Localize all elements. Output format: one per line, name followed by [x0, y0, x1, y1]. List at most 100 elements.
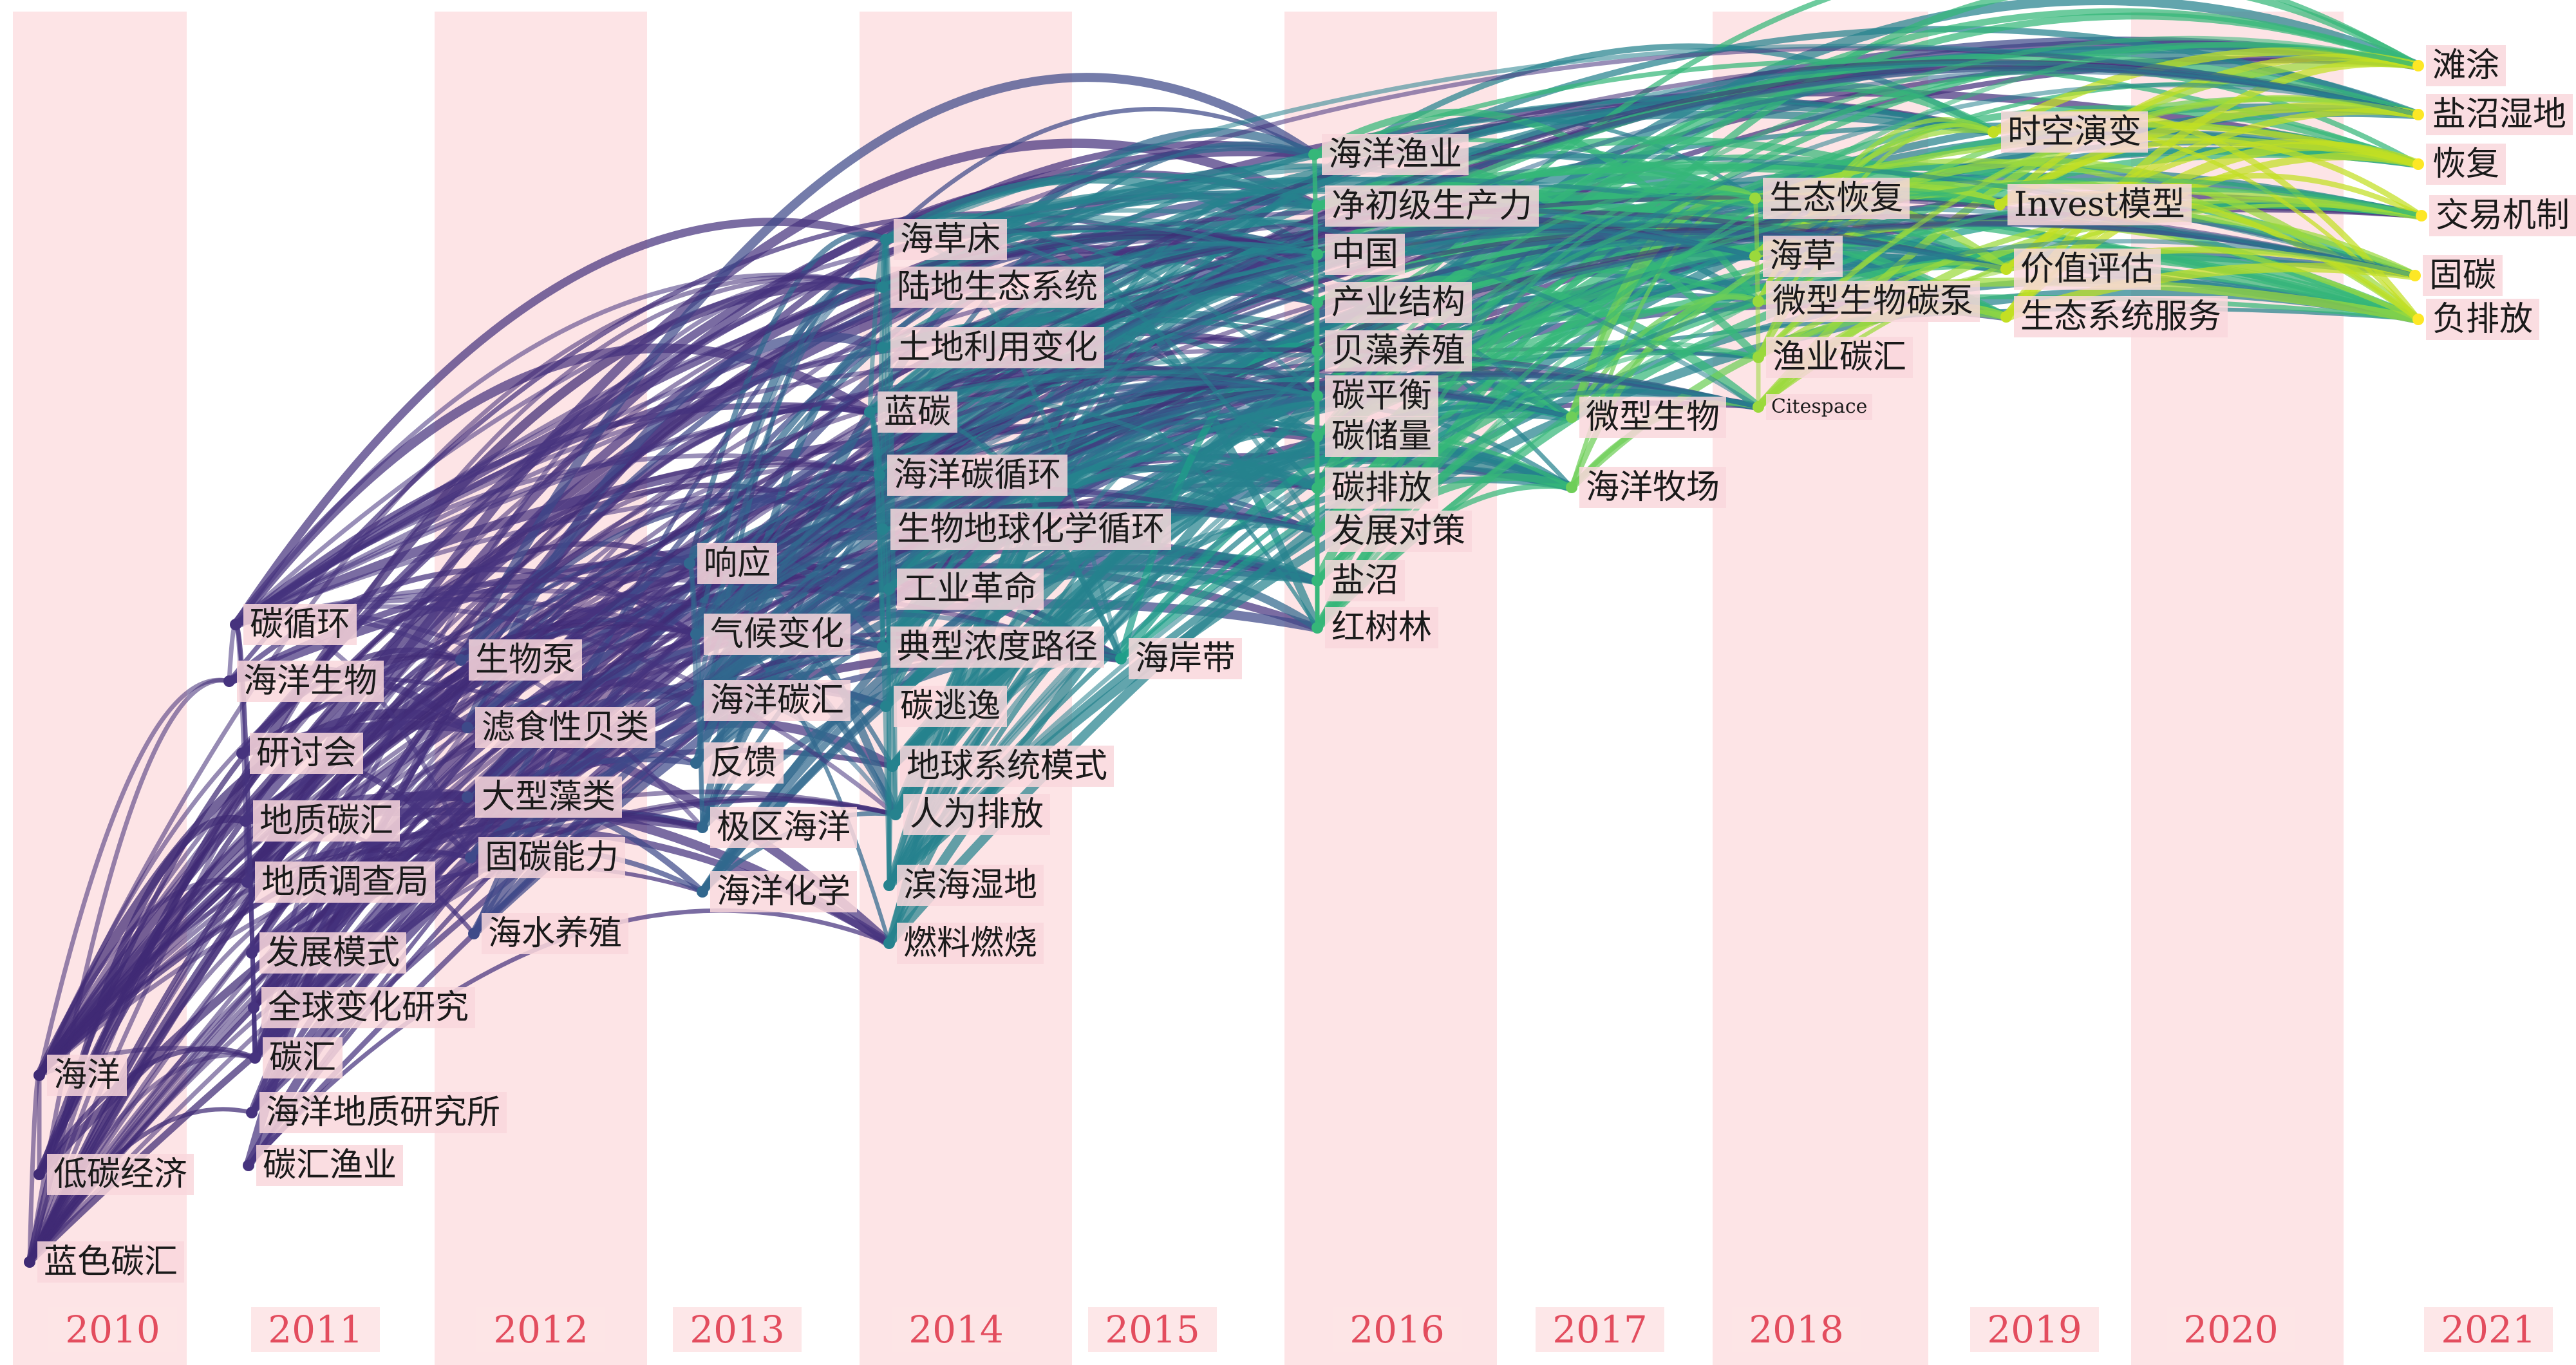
- keyword-node: [249, 1052, 261, 1064]
- year-label-2012: 2012: [476, 1307, 605, 1352]
- keyword-label: 反馈: [704, 742, 784, 784]
- link-490: [1315, 42, 2419, 630]
- keyword-node: [2409, 270, 2421, 281]
- year-label-2016: 2016: [1333, 1307, 1462, 1352]
- keyword-label: 固碳: [2423, 255, 2503, 296]
- keyword-label: 碳平衡: [1325, 375, 1439, 417]
- keyword-label: 人为排放: [903, 794, 1051, 835]
- link-444: [885, 43, 2419, 242]
- keyword-label: 大型藻类: [475, 777, 623, 818]
- link-418: [693, 283, 883, 701]
- keyword-node: [33, 1069, 45, 1081]
- keyword-label: 渔业碳汇: [1766, 337, 1913, 378]
- keyword-label: 微型生物: [1579, 397, 1727, 438]
- keyword-label: 典型浓度路径: [890, 626, 1105, 668]
- keyword-node: [2000, 311, 2012, 323]
- keyword-node: [883, 937, 895, 949]
- keyword-node: [874, 469, 885, 481]
- keyword-node: [890, 809, 901, 820]
- keyword-node: [880, 234, 892, 245]
- link-345: [27, 462, 880, 1263]
- link-473: [887, 239, 2416, 887]
- keyword-node: [1115, 653, 1127, 664]
- keyword-label: 海岸带: [1129, 638, 1243, 679]
- keyword-node: [455, 654, 467, 666]
- keyword-node: [697, 822, 708, 833]
- keyword-label: 海洋碳汇: [704, 680, 851, 721]
- keyword-node: [468, 928, 480, 939]
- keyword-node: [240, 815, 251, 827]
- keyword-label: 中国: [1325, 234, 1406, 275]
- keyword-node: [1312, 525, 1323, 537]
- keyword-label: 时空演变: [2001, 111, 2148, 153]
- keyword-label: 海草床: [894, 219, 1008, 260]
- link-337: [27, 678, 230, 1263]
- keyword-label: 滤食性贝类: [475, 707, 656, 748]
- link-254: [1313, 105, 2422, 492]
- year-label-2014: 2014: [892, 1307, 1020, 1352]
- keyword-label: 碳排放: [1325, 467, 1439, 509]
- keyword-label: Citespace: [1766, 394, 1873, 420]
- keyword-label: 交易机制: [2429, 195, 2576, 236]
- keyword-node: [33, 1169, 45, 1180]
- keyword-label: 地质碳汇: [253, 800, 400, 842]
- link-466: [887, 389, 1318, 887]
- keyword-label: 海草: [1763, 236, 1843, 277]
- keyword-label: 滩涂: [2426, 45, 2506, 86]
- keyword-node: [880, 701, 892, 712]
- keyword-label: 地球系统模式: [900, 746, 1114, 787]
- keyword-label: 海洋: [47, 1055, 127, 1096]
- link-472: [887, 82, 2419, 887]
- keyword-label: 蓝碳: [878, 391, 958, 433]
- keyword-label: 滨海湿地: [897, 865, 1044, 906]
- keyword-node: [690, 757, 702, 769]
- keyword-node: [462, 722, 473, 733]
- keyword-label: 贝藻养殖: [1325, 330, 1472, 372]
- link-442: [885, 208, 1760, 409]
- keyword-node: [241, 876, 253, 888]
- link-259: [1313, 252, 2423, 536]
- keyword-label: 生物泵: [469, 639, 583, 681]
- keyword-node: [690, 695, 702, 706]
- keyword-label: 发展模式: [259, 932, 407, 974]
- link-372: [234, 481, 1318, 627]
- keyword-node: [1312, 345, 1323, 357]
- keyword-node: [883, 583, 895, 595]
- keyword-label: 海洋化学: [710, 871, 858, 912]
- year-label-2018: 2018: [1732, 1307, 1861, 1352]
- keyword-label: 蓝色碳汇: [37, 1241, 185, 1283]
- keyword-label: 海洋地质研究所: [259, 1092, 507, 1133]
- keyword-label: 生物地球化学循环: [890, 509, 1172, 550]
- keyword-label: 恢复: [2426, 144, 2506, 185]
- keyword-label: 土地利用变化: [890, 327, 1105, 368]
- keyword-label: 盐沼湿地: [2426, 94, 2573, 135]
- keyword-node: [1749, 250, 1761, 262]
- keyword-label: 气候变化: [704, 614, 851, 655]
- link-14: [26, 814, 249, 1266]
- link-215: [885, 276, 2422, 889]
- link-491: [1315, 187, 2422, 630]
- keyword-label: 燃料燃烧: [897, 923, 1044, 964]
- keyword-node: [2412, 60, 2424, 71]
- keyword-node: [1753, 296, 1764, 307]
- keyword-node: [243, 1160, 254, 1171]
- year-label-2010: 2010: [48, 1307, 177, 1352]
- keyword-label: 海水养殖: [482, 913, 629, 954]
- year-label-2011: 2011: [251, 1307, 380, 1352]
- keyword-node: [877, 281, 888, 293]
- keyword-label: 低碳经济: [47, 1154, 194, 1195]
- keyword-node: [864, 406, 876, 418]
- keyword-node: [684, 558, 695, 569]
- link-322: [37, 274, 883, 1077]
- keyword-node: [1308, 149, 1320, 160]
- keyword-node: [883, 880, 895, 891]
- keyword-node: [1312, 622, 1323, 634]
- keyword-node: [877, 641, 888, 653]
- year-label-2021: 2021: [2424, 1307, 2553, 1352]
- keyword-node: [887, 760, 898, 772]
- keyword-label: 研讨会: [250, 733, 364, 774]
- link-428: [694, 375, 1759, 702]
- keyword-node: [2412, 314, 2424, 325]
- keyword-label: 海洋碳循环: [887, 455, 1068, 496]
